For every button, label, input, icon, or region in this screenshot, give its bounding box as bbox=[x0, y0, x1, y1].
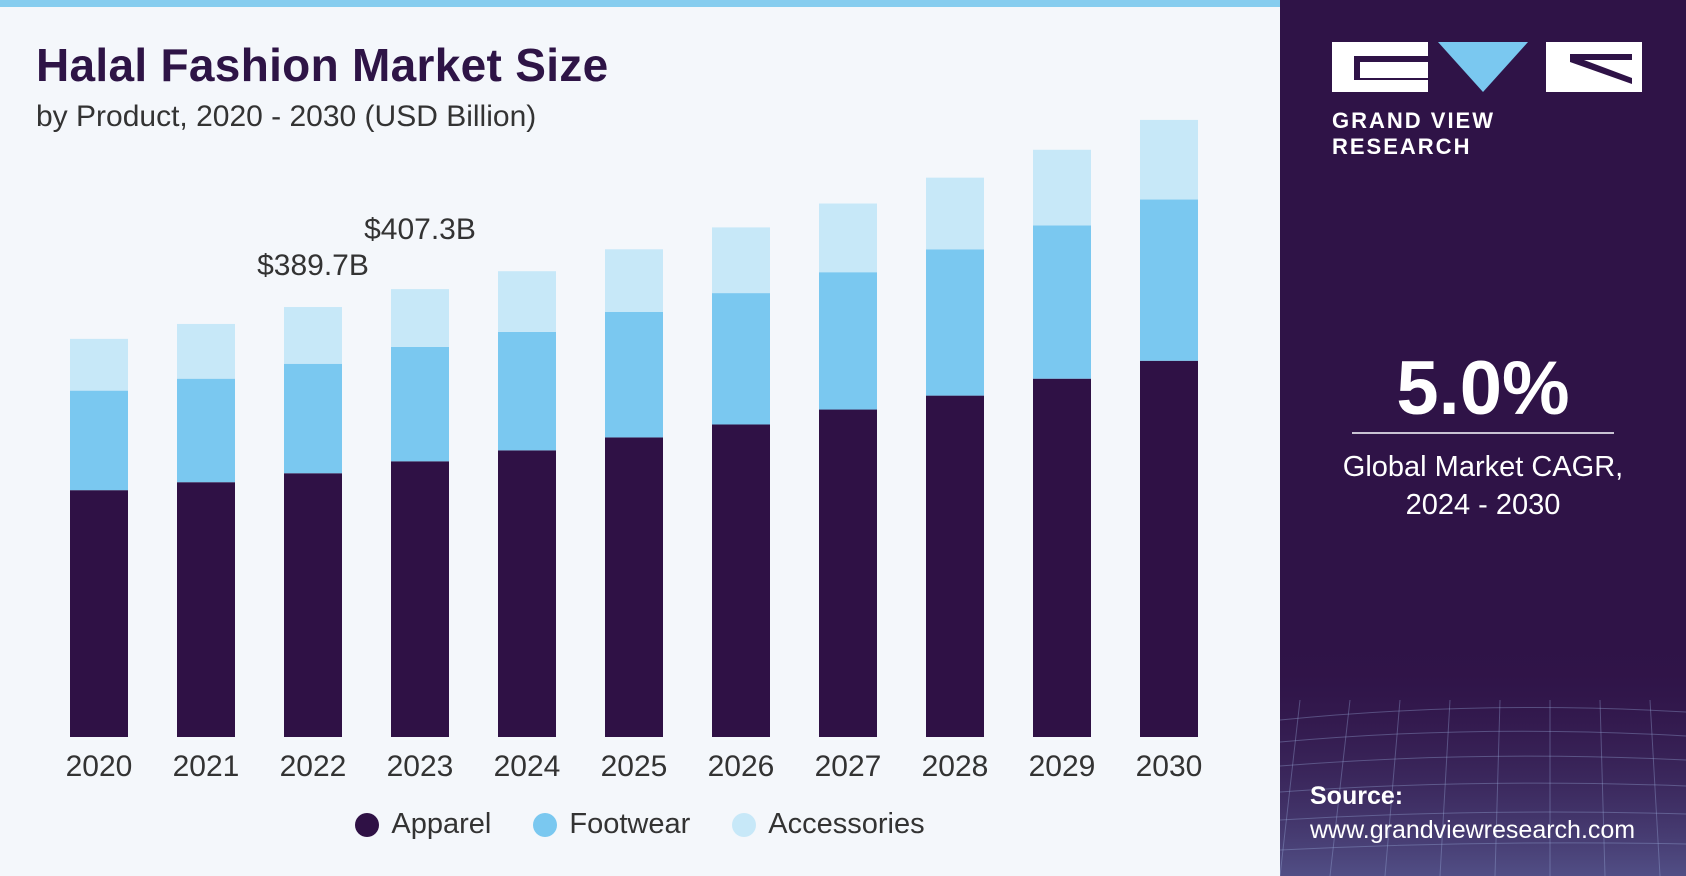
bar-accessories-2024 bbox=[498, 271, 556, 332]
accent-bar bbox=[0, 0, 1280, 7]
bar-footwear-2030 bbox=[1140, 199, 1198, 361]
brand-name: GRAND VIEW RESEARCH bbox=[1332, 108, 1495, 159]
x-tick-label-2030: 2030 bbox=[1136, 750, 1203, 783]
bar-apparel-2030 bbox=[1140, 360, 1198, 737]
bar-accessories-2020 bbox=[70, 338, 128, 391]
bar-apparel-2029 bbox=[1033, 378, 1091, 737]
legend-label-accessories: Accessories bbox=[768, 808, 925, 840]
bar-accessories-2026 bbox=[712, 227, 770, 294]
bar-accessories-2023 bbox=[391, 289, 449, 347]
bar-apparel-2020 bbox=[70, 490, 128, 737]
bar-apparel-2023 bbox=[391, 461, 449, 737]
legend-label-apparel: Apparel bbox=[391, 808, 492, 840]
chart-title: Halal Fashion Market Size bbox=[36, 39, 609, 91]
chart-panel: Halal Fashion Market Size by Product, 20… bbox=[0, 0, 1280, 841]
chart-subtitle: by Product, 2020 - 2030 (USD Billion) bbox=[36, 100, 537, 133]
x-tick-label-2027: 2027 bbox=[815, 750, 882, 783]
data-label-2023: $407.3B bbox=[364, 213, 476, 246]
x-tick-label-2024: 2024 bbox=[494, 750, 561, 783]
legend: Apparel Footwear Accessories bbox=[0, 808, 1280, 841]
bar-footwear-2026 bbox=[712, 293, 770, 425]
x-tick-label-2022: 2022 bbox=[280, 750, 347, 783]
bar-accessories-2025 bbox=[605, 249, 663, 313]
bar-accessories-2027 bbox=[819, 203, 877, 273]
bar-apparel-2024 bbox=[498, 450, 556, 737]
bar-accessories-2030 bbox=[1140, 119, 1198, 200]
legend-swatch-footwear bbox=[533, 812, 558, 837]
bar-accessories-2022 bbox=[284, 307, 342, 364]
bar-footwear-2028 bbox=[926, 249, 984, 396]
side-panel: GRAND VIEW RESEARCH 5.0% Global Market C… bbox=[1280, 0, 1686, 876]
bar-apparel-2026 bbox=[712, 424, 770, 737]
x-tick-label-2029: 2029 bbox=[1029, 750, 1096, 783]
bar-footwear-2027 bbox=[819, 272, 877, 410]
bar-footwear-2025 bbox=[605, 312, 663, 438]
bar-accessories-2029 bbox=[1033, 149, 1091, 226]
bar-footwear-2021 bbox=[177, 378, 235, 483]
legend-item-accessories: Accessories bbox=[732, 808, 925, 841]
bar-footwear-2029 bbox=[1033, 225, 1091, 379]
source-label: Source: bbox=[1310, 782, 1404, 810]
legend-item-footwear: Footwear bbox=[533, 808, 690, 841]
x-tick-label-2025: 2025 bbox=[601, 750, 668, 783]
data-label-2022: $389.7B bbox=[257, 249, 369, 282]
bar-apparel-2021 bbox=[177, 482, 235, 737]
cagr-value: 5.0% bbox=[1396, 346, 1570, 431]
bar-apparel-2028 bbox=[926, 395, 984, 737]
source-link[interactable]: www.grandviewresearch.com bbox=[1310, 816, 1636, 844]
x-tick-label-2021: 2021 bbox=[173, 750, 240, 783]
bar-apparel-2022 bbox=[284, 473, 342, 737]
bar-apparel-2027 bbox=[819, 409, 877, 737]
x-tick-label-2028: 2028 bbox=[922, 750, 989, 783]
divider bbox=[1352, 432, 1614, 434]
bar-footwear-2023 bbox=[391, 346, 449, 462]
legend-label-footwear: Footwear bbox=[569, 808, 691, 840]
bar-footwear-2022 bbox=[284, 363, 342, 474]
bar-accessories-2028 bbox=[926, 177, 984, 250]
bar-accessories-2021 bbox=[177, 323, 235, 379]
cagr-label-line1: Global Market CAGR, bbox=[1342, 451, 1624, 483]
grid-texture bbox=[1280, 640, 1686, 876]
bar-apparel-2025 bbox=[605, 437, 663, 737]
stacked-bar-chart: 2020 2021 2022 2023 2024 2025 2026 2027 2028 2029… bbox=[66, 119, 1203, 783]
bar-footwear-2020 bbox=[70, 390, 128, 491]
x-tick-label-2020: 2020 bbox=[66, 750, 133, 783]
legend-swatch-accessories bbox=[732, 812, 757, 837]
cagr-label: Global Market CAGR, 2024 - 2030 bbox=[1280, 448, 1686, 524]
x-tick-label-2023: 2023 bbox=[387, 750, 454, 783]
legend-swatch-apparel bbox=[355, 812, 380, 837]
cagr-label-line2: 2024 - 2030 bbox=[1405, 489, 1561, 521]
bar-footwear-2024 bbox=[498, 331, 556, 451]
legend-item-apparel: Apparel bbox=[355, 808, 491, 841]
x-tick-label-2026: 2026 bbox=[708, 750, 775, 783]
gvr-logo-icon bbox=[1332, 42, 1642, 92]
